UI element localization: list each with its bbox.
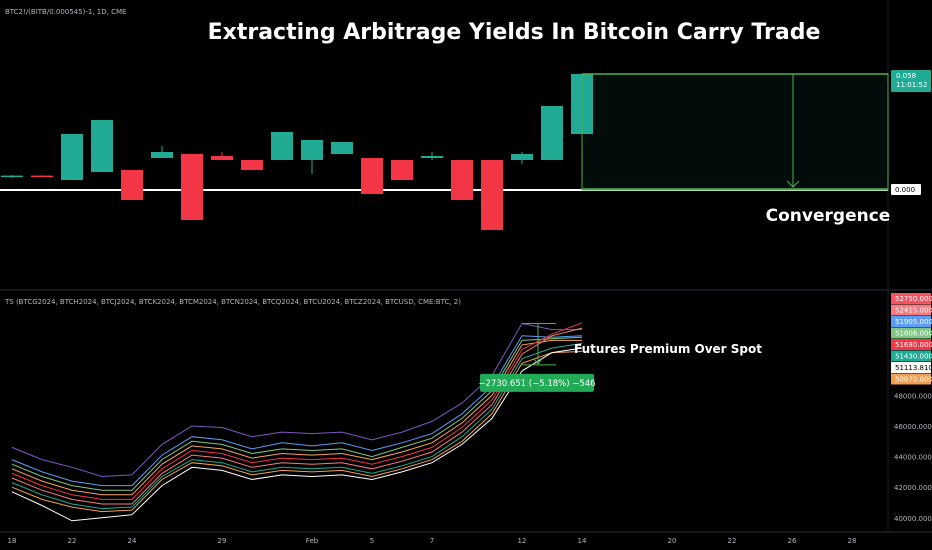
bar-countdown: 11:01:52 [896,81,927,89]
series-price-tag [891,373,931,385]
study-label[interactable]: TS (BTCG2024, BTCH2024, BTCJ2024, BTCK20… [4,298,461,306]
candle [391,160,413,180]
x-tick-label: 5 [370,537,374,545]
y-tick-label: 42000.000 [894,484,932,492]
convergence-box[interactable] [581,73,889,191]
x-tick-label: 22 [68,537,77,545]
series-price-value: 50870.000 [895,376,932,384]
x-tick-label: 28 [848,537,857,545]
candle [331,142,353,154]
series-price-tag [891,304,931,316]
chart-title: Extracting Arbitrage Yields In Bitcoin C… [208,20,821,45]
candle [121,170,143,200]
term-structure-line [11,336,583,491]
x-tick-label: 7 [430,537,434,545]
series-price-tag [891,327,931,339]
x-tick-label: 18 [8,537,17,545]
series-price-value: 51680.000 [895,341,932,349]
futures-premium-annotation: Futures Premium Over Spot [574,342,762,356]
candle [211,152,233,160]
series-price-value: 51113.810 [895,364,932,372]
zero-price-tag [891,184,921,195]
series-price-tag [891,339,931,350]
candle [361,158,383,194]
candle [541,106,563,160]
candle [301,140,323,174]
term-structure-line [11,339,582,496]
symbol-label[interactable]: BTC2!/(BITB/0.000545)-1, 1D, CME [5,8,126,16]
y-tick-label: 46000.000 [894,423,932,431]
candle [271,132,293,160]
candle [451,160,473,200]
x-tick-label: Feb [306,537,319,545]
candle [91,120,113,172]
series-price-value: 51808.000 [895,330,932,338]
candle [511,152,533,164]
candle [151,146,173,158]
candle [421,152,443,160]
term-structure-line [11,322,583,500]
candle [1,175,23,178]
x-tick-label: 20 [668,537,677,545]
candle [481,160,503,230]
last-price-tag [891,70,931,92]
x-tick-label: 29 [218,537,227,545]
series-price-value: 52415.000 [895,307,932,315]
y-tick-label: 40000.000 [894,515,932,523]
term-structure-line [11,342,583,510]
series-price-value: 52750.000 [895,295,932,303]
zero-price-value: 0.000 [895,186,915,194]
x-tick-label: 24 [128,537,137,545]
candle [241,160,263,170]
candle [61,134,83,180]
last-price-value: 0.058 [896,72,916,80]
y-tick-label: 48000.000 [894,392,932,400]
x-tick-label: 22 [728,537,737,545]
term-structure-line [11,327,583,505]
measure-label: −2730.651 (−5.18%) −546 [478,379,595,389]
candle [31,175,53,178]
term-structure-line [11,351,583,513]
series-price-value: 51905.000 [895,318,932,326]
term-structure-lines [11,322,583,522]
x-tick-label: 26 [788,537,797,545]
convergence-annotation: Convergence [766,206,891,226]
series-price-tag [891,350,931,362]
x-tick-label: 14 [578,537,587,545]
candle [181,154,203,220]
measure-label-box [480,373,594,392]
series-price-value: 51430.000 [895,353,932,361]
y-tick-label: 44000.000 [894,454,932,462]
series-price-tag [891,316,931,327]
x-tick-label: 12 [518,537,527,545]
series-price-tag [891,293,931,304]
term-structure-line [11,347,583,522]
series-price-tag [891,362,931,373]
